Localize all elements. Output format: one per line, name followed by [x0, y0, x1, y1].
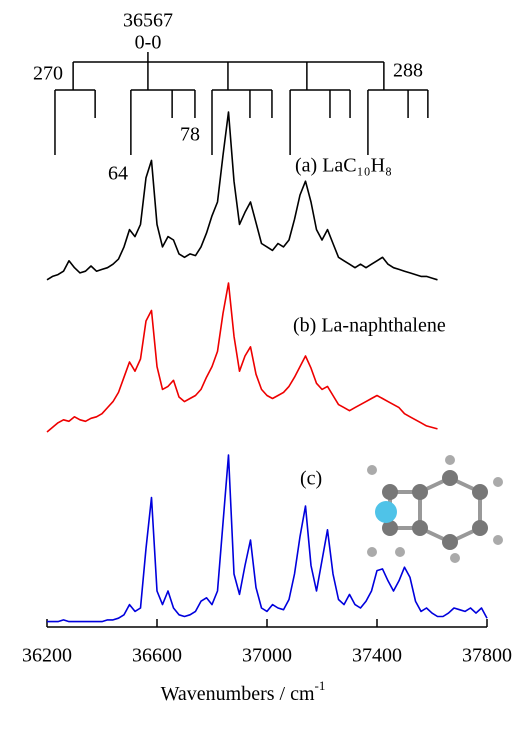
la-atom — [375, 501, 397, 523]
x-axis-label: Wavenumbers / cm-1 — [161, 678, 326, 705]
molecule — [367, 455, 503, 563]
series-label: (b) La-naphthalene — [293, 315, 446, 337]
annotation: 36567 — [123, 10, 173, 32]
h-atom — [450, 553, 460, 563]
x-tick-label: 37000 — [242, 645, 292, 667]
h-atom — [493, 477, 503, 487]
spectrum-line — [47, 455, 487, 622]
h-atom — [367, 547, 377, 557]
atom — [472, 520, 488, 536]
atom — [382, 484, 398, 500]
annotation: 288 — [393, 60, 423, 82]
h-atom — [493, 535, 503, 545]
atom — [472, 484, 488, 500]
atom — [442, 470, 458, 486]
series-label: (a) LaC₁₀H₈ — [295, 155, 392, 177]
spectrum-line — [47, 112, 438, 280]
spectrum-line — [47, 283, 438, 432]
annotation: 78 — [180, 124, 200, 146]
atom — [412, 484, 428, 500]
atom — [442, 534, 458, 550]
x-tick-label: 36200 — [22, 645, 72, 667]
atom — [412, 520, 428, 536]
h-atom — [445, 455, 455, 465]
annotation: 270 — [33, 63, 63, 85]
series-label: (c) — [300, 468, 322, 490]
x-tick-label: 36600 — [132, 645, 182, 667]
x-axis-label-superscript: -1 — [315, 678, 326, 693]
h-atom — [395, 547, 405, 557]
annotation: 64 — [108, 163, 128, 185]
chart: Wavenumbers / cm-1 36200 36600 37000 37400 3… — [0, 0, 525, 730]
x-axis-label-text: Wavenumbers / cm — [161, 683, 315, 705]
x-tick-label: 37800 — [462, 645, 512, 667]
annotation: 0-0 — [135, 32, 162, 54]
x-tick-label: 37400 — [352, 645, 402, 667]
h-atom — [367, 465, 377, 475]
bonds — [390, 478, 480, 542]
